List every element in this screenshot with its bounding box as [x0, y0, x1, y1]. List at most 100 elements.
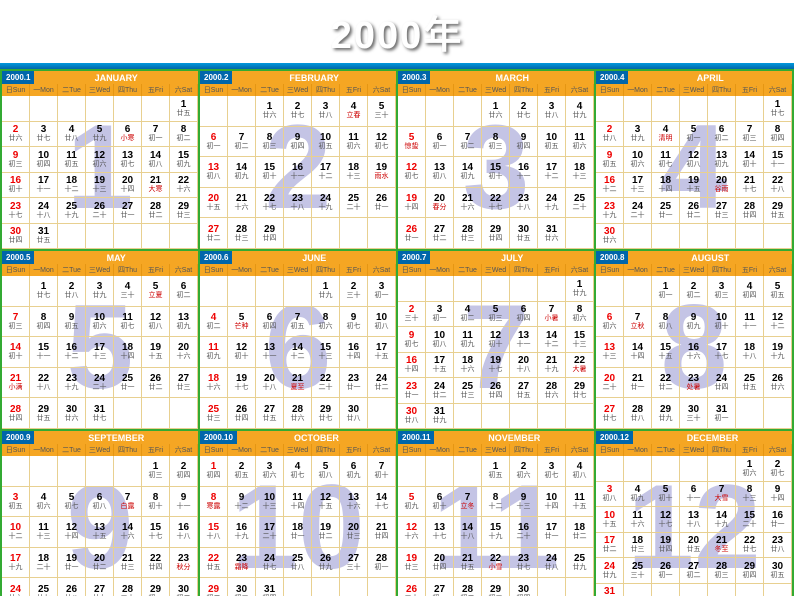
lunar-label: 廿一	[121, 212, 135, 219]
day-number: 25	[292, 554, 303, 564]
lunar-label: 廿五	[177, 110, 191, 117]
lunar-label: 立秋	[631, 323, 645, 330]
day-cell: 22十八	[30, 368, 58, 399]
day-cell: 24廿九	[596, 558, 624, 584]
day-cell: 19十五	[680, 173, 708, 199]
lunar-label: 初八	[149, 323, 163, 330]
lunar-label: 初四	[517, 315, 531, 322]
day-number: 22	[320, 374, 331, 384]
lunar-label: 十七	[149, 533, 163, 540]
lunar-label: 十四	[545, 503, 559, 510]
lunar-label: 冬至	[715, 546, 729, 553]
day-cell: 21大寒	[142, 173, 170, 199]
lunar-label: 廿四	[9, 415, 23, 422]
lunar-label: 十四	[631, 353, 645, 360]
lunar-label: 十八	[207, 533, 221, 540]
month-1: 12000.1JANUARY日Sun一Mon二Tue三Wed四Thu五Fri六S…	[1, 70, 199, 250]
lunar-label: 初一	[659, 572, 673, 579]
day-cell: 18十四	[652, 173, 680, 199]
lunar-label: 初四	[743, 292, 757, 299]
day-number: 18	[292, 523, 303, 533]
dow-cell: 五Fri	[142, 84, 170, 96]
lunar-label: 二十	[93, 384, 107, 391]
lunar-label: 初一	[433, 143, 447, 150]
day-cell: 28廿三	[228, 218, 256, 249]
day-cell: 1初六	[736, 456, 764, 482]
dow-cell: 六Sat	[566, 264, 594, 276]
day-cell: 6初六	[596, 307, 624, 338]
day-cell: 18十八	[736, 337, 764, 368]
month-8: 82000.8AUGUST日Sun一Mon二Tue三Wed四Thu五Fri六Sa…	[595, 250, 793, 430]
empty-cell	[624, 456, 652, 482]
lunar-label: 处暑	[687, 384, 701, 391]
day-number: 3	[323, 102, 329, 112]
day-number: 27	[604, 405, 615, 415]
day-cell: 4初六	[30, 487, 58, 518]
day-number: 10	[10, 523, 21, 533]
lunar-label: 廿三	[405, 564, 419, 571]
day-cell: 10十四	[538, 487, 566, 518]
day-cell: 2初七	[764, 456, 792, 482]
month-label: 2000.9	[2, 431, 34, 444]
month-4: 42000.4APRIL日Sun一Mon二Tue三Wed四Thu五Fri六Sat…	[595, 70, 793, 250]
day-number: 15	[490, 523, 501, 533]
day-number: 8	[493, 133, 499, 143]
day-number: 30	[772, 562, 783, 572]
day-number: 1	[493, 462, 499, 472]
dow-cell: 三Wed	[482, 264, 510, 276]
lunar-label: 十二	[545, 341, 559, 348]
day-number: 14	[632, 343, 643, 353]
day-number: 28	[632, 405, 643, 415]
lunar-label: 十六	[631, 521, 645, 528]
day-number: 3	[13, 493, 19, 503]
empty-cell	[764, 224, 792, 250]
lunar-label: 廿九	[573, 112, 587, 119]
lunar-label: 十八	[771, 186, 785, 193]
lunar-label: 初一	[375, 292, 389, 299]
day-number: 18	[744, 343, 755, 353]
lunar-label: 廿三	[207, 415, 221, 422]
lunar-label: 廿七	[37, 135, 51, 142]
day-number: 12	[688, 151, 699, 161]
lunar-label: 十三	[743, 495, 757, 502]
day-cell: 16十二	[596, 173, 624, 199]
dow-row: 日Sun一Mon二Tue三Wed四Thu五Fri六Sat	[596, 84, 792, 96]
lunar-label: 廿三	[461, 235, 475, 242]
day-number: 21	[716, 536, 727, 546]
day-number: 16	[10, 176, 21, 186]
lunar-label: 廿七	[37, 292, 51, 299]
lunar-label: 初一	[687, 135, 701, 142]
empty-cell	[114, 456, 142, 487]
day-cell: 18十六	[200, 368, 228, 399]
day-cell: 28初二	[454, 578, 482, 596]
empty-cell	[2, 276, 30, 307]
day-number: 5	[409, 493, 415, 503]
day-number: 6	[125, 125, 131, 135]
day-number: 17	[632, 176, 643, 186]
lunar-label: 立夏	[149, 292, 163, 299]
day-number: 2	[181, 462, 187, 472]
day-number: 3	[719, 282, 725, 292]
day-number: 7	[239, 133, 245, 143]
day-cell: 10初六	[86, 307, 114, 338]
day-cell: 22二十	[312, 368, 340, 399]
days-grid: 1廿六2廿七3廿八4立春5三十6初一7初二8初三9初四10初五11初六12初七1…	[200, 96, 396, 249]
day-cell: 21夏至	[284, 368, 312, 399]
day-cell: 22廿二	[652, 368, 680, 399]
day-cell: 16十一	[284, 157, 312, 188]
dow-cell: 日Sun	[398, 84, 426, 96]
day-cell: 22十八	[764, 173, 792, 199]
day-cell: 24十九	[538, 188, 566, 219]
day-cell: 22廿四	[142, 548, 170, 579]
lunar-label: 廿八	[545, 112, 559, 119]
day-cell: 10十三	[256, 487, 284, 518]
dow-cell: 一Mon	[30, 84, 58, 96]
day-number: 26	[376, 194, 387, 204]
day-cell: 9十二	[228, 487, 256, 518]
day-number: 7	[465, 493, 471, 503]
day-cell: 5初七	[58, 487, 86, 518]
day-cell: 11初九	[200, 337, 228, 368]
day-cell: 26廿二	[680, 198, 708, 224]
lunar-label: 初九	[177, 161, 191, 168]
month-label: 2000.4	[596, 71, 628, 84]
